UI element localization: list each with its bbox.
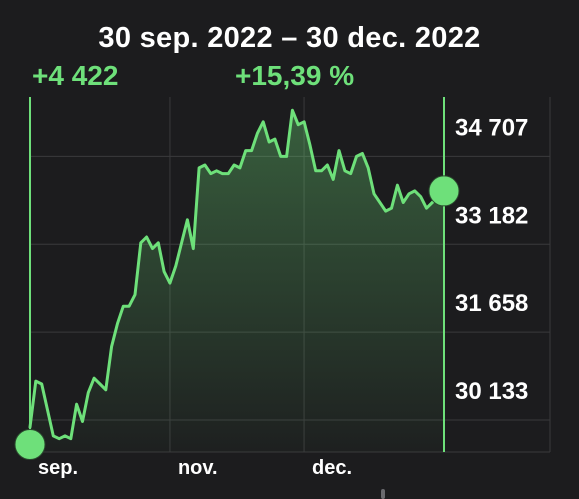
y-tick-label: 30 133 [455, 378, 528, 405]
change-percent: +15,39 % [235, 60, 355, 91]
change-absolute: +4 422 [32, 60, 119, 91]
price-line [28, 108, 446, 441]
x-tick-label: sep. [38, 457, 78, 479]
x-tick-label: nov. [178, 457, 218, 479]
range-start-handle[interactable] [14, 429, 46, 461]
chart-title: 30 sep. 2022 – 30 dec. 2022 [98, 22, 481, 54]
y-tick-label: 31 658 [455, 290, 528, 317]
scroll-indicator [381, 489, 385, 499]
y-tick-label: 33 182 [455, 202, 528, 229]
y-tick-label: 34 707 [455, 114, 528, 141]
x-tick-label: dec. [312, 457, 352, 479]
price-area [30, 110, 444, 453]
axis-ticks: 34 707 33 182 31 658 30 133 sep. nov. dec. [38, 114, 528, 479]
range-end-handle[interactable] [428, 175, 460, 207]
